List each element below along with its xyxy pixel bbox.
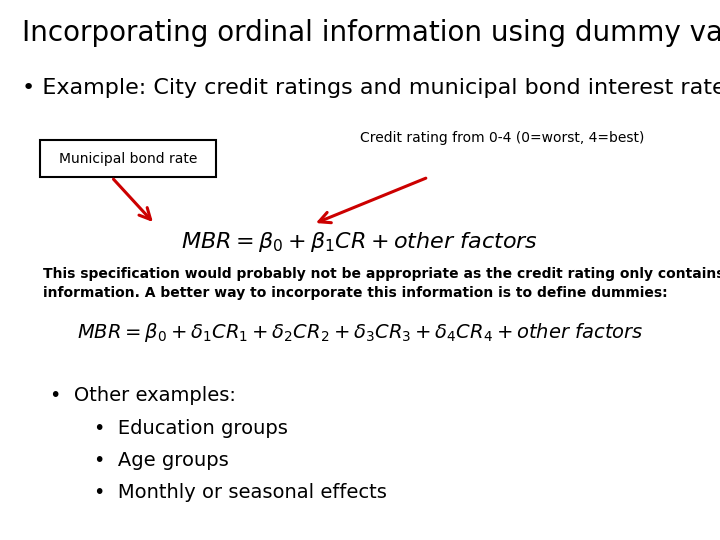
Text: • Example: City credit ratings and municipal bond interest rates: • Example: City credit ratings and munic…: [22, 78, 720, 98]
Text: Incorporating ordinal information using dummy variables: Incorporating ordinal information using …: [22, 19, 720, 47]
Text: •  Education groups: • Education groups: [94, 418, 287, 437]
Text: This specification would probably not be appropriate as the credit rating only c: This specification would probably not be…: [43, 267, 720, 300]
Text: $MBR = \beta_0 + \beta_1 CR + \mathit{other\ factors}$: $MBR = \beta_0 + \beta_1 CR + \mathit{ot…: [181, 230, 539, 253]
Text: Credit rating from 0-4 (0=worst, 4=best): Credit rating from 0-4 (0=worst, 4=best): [360, 131, 644, 145]
Text: •  Age groups: • Age groups: [94, 451, 228, 470]
Text: •  Other examples:: • Other examples:: [50, 386, 236, 405]
Text: $MBR = \beta_0 + \delta_1 CR_1 + \delta_2 CR_2 + \delta_3 CR_3 + \delta_4 CR_4 +: $MBR = \beta_0 + \delta_1 CR_1 + \delta_…: [77, 321, 643, 343]
Text: •  Monthly or seasonal effects: • Monthly or seasonal effects: [94, 483, 387, 502]
Text: Municipal bond rate: Municipal bond rate: [58, 152, 197, 166]
